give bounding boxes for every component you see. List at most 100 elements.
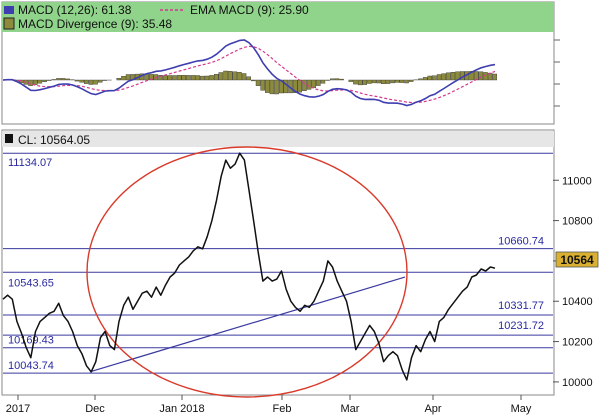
histogram-bar — [469, 71, 474, 81]
support-resistance-levels: 11134.07 10660.74 10543.65 10331.77 10231.72… — [3, 152, 553, 374]
histogram-bar — [56, 78, 61, 81]
price-line — [2, 152, 496, 381]
histogram-bar — [385, 79, 391, 84]
histogram-bar — [362, 79, 368, 85]
histogram-bar — [213, 73, 219, 81]
current-price-value: 10564 — [560, 253, 594, 267]
histogram-bar — [148, 74, 154, 81]
divergence-legend-label: MACD Divergence (9): 35.48 — [18, 17, 172, 31]
x-tick-label: Dec — [85, 403, 105, 415]
macd-legend-label: MACD (12,26): 61.38 — [18, 3, 132, 17]
histogram-bar — [357, 79, 363, 86]
histogram-bar — [292, 79, 298, 93]
histogram-bar — [371, 79, 377, 84]
histogram-bar — [422, 77, 428, 81]
histogram-bar — [330, 78, 335, 81]
macd-y-ticks — [554, 39, 560, 107]
x-tick-label: Jan 2018 — [159, 403, 204, 415]
histogram-bar — [316, 79, 321, 86]
histogram-bar — [37, 79, 43, 84]
histogram-bar — [390, 79, 395, 84]
histogram-bar — [74, 79, 80, 82]
histogram-bar — [269, 79, 275, 95]
macd-legend-swatch — [4, 6, 14, 14]
level-label: 10660.74 — [498, 236, 544, 248]
histogram-bar — [339, 78, 344, 81]
x-tick-label: Mar — [341, 403, 360, 415]
histogram-bar — [320, 79, 326, 84]
histogram-bar — [102, 79, 108, 81]
current-price-tag — [555, 251, 599, 268]
ema-macd-line — [2, 45, 496, 104]
histogram-bar — [195, 75, 200, 81]
histogram-bar — [33, 79, 38, 85]
trend-line — [89, 276, 406, 373]
y-tick-label: 10000 — [562, 377, 593, 389]
price-y-axis: 100001020010400106001080011000 — [553, 175, 593, 389]
histogram-bar — [204, 75, 210, 81]
histogram-bar — [162, 75, 168, 81]
histogram-bar — [418, 78, 423, 81]
level-label: 10231.72 — [498, 320, 544, 332]
highlight-circle — [86, 146, 408, 398]
y-tick-label: 10800 — [562, 216, 593, 228]
histogram-bar — [181, 75, 186, 81]
histogram-bar — [116, 77, 121, 81]
price-header-label: CL: 10564.05 — [18, 133, 90, 147]
histogram-bar — [79, 79, 84, 83]
histogram-bar — [93, 79, 98, 85]
divergence-legend-swatch — [3, 17, 15, 30]
histogram-bar — [283, 79, 289, 94]
histogram-bar — [83, 79, 89, 84]
ema-legend-label: EMA MACD (9): 25.90 — [190, 3, 309, 17]
histogram-bar — [209, 75, 214, 81]
histogram-bar — [492, 73, 498, 81]
histogram-bar — [395, 79, 400, 83]
x-tick-label: 2017 — [6, 403, 30, 415]
histogram-bar — [399, 79, 405, 83]
histogram-bar — [367, 79, 372, 84]
histogram-bar — [42, 79, 47, 82]
histogram-bar — [473, 71, 479, 81]
histogram-bar — [172, 75, 177, 81]
histogram-bar — [251, 79, 256, 82]
histogram-bar — [121, 75, 126, 81]
histogram-bar — [311, 79, 317, 88]
histogram-bar — [302, 79, 307, 92]
macd-header-bar — [2, 2, 554, 32]
histogram-bar — [348, 79, 354, 82]
x-tick-label: May — [511, 403, 532, 415]
histogram-bar — [176, 75, 182, 81]
histogram-bar — [200, 75, 205, 81]
y-tick-label: 10400 — [562, 296, 593, 308]
level-label: 10043.74 — [8, 360, 54, 372]
level-label: 10543.65 — [8, 277, 54, 289]
histogram-bar — [46, 79, 52, 81]
level-label: 10169.43 — [8, 335, 54, 347]
histogram-bar — [125, 74, 131, 81]
x-tick-label: Apr — [424, 403, 441, 415]
x-tick-label: Feb — [273, 403, 292, 415]
histogram-bar — [227, 71, 233, 81]
histogram-bar — [158, 75, 163, 81]
histogram-bar — [297, 79, 303, 93]
price-panel-frame — [1, 129, 555, 396]
histogram-bar — [186, 75, 191, 81]
histogram-bar — [376, 79, 381, 84]
histogram-bar — [255, 79, 261, 86]
histogram-bar — [190, 75, 196, 81]
histogram-bar — [88, 79, 94, 85]
histogram-bar — [353, 79, 358, 85]
histogram-bar — [167, 75, 173, 81]
histogram-bar — [432, 75, 437, 81]
histogram-bar — [265, 79, 270, 93]
histogram-bar — [478, 71, 484, 81]
histogram-bar — [218, 72, 224, 81]
histogram-bar — [408, 79, 414, 82]
level-label: 11134.07 — [8, 157, 52, 169]
histogram-bar — [223, 70, 228, 81]
histogram-bar — [334, 78, 340, 81]
y-tick-label: 10200 — [562, 337, 593, 349]
price-legend-swatch — [5, 134, 13, 143]
histogram-bar — [97, 79, 103, 83]
